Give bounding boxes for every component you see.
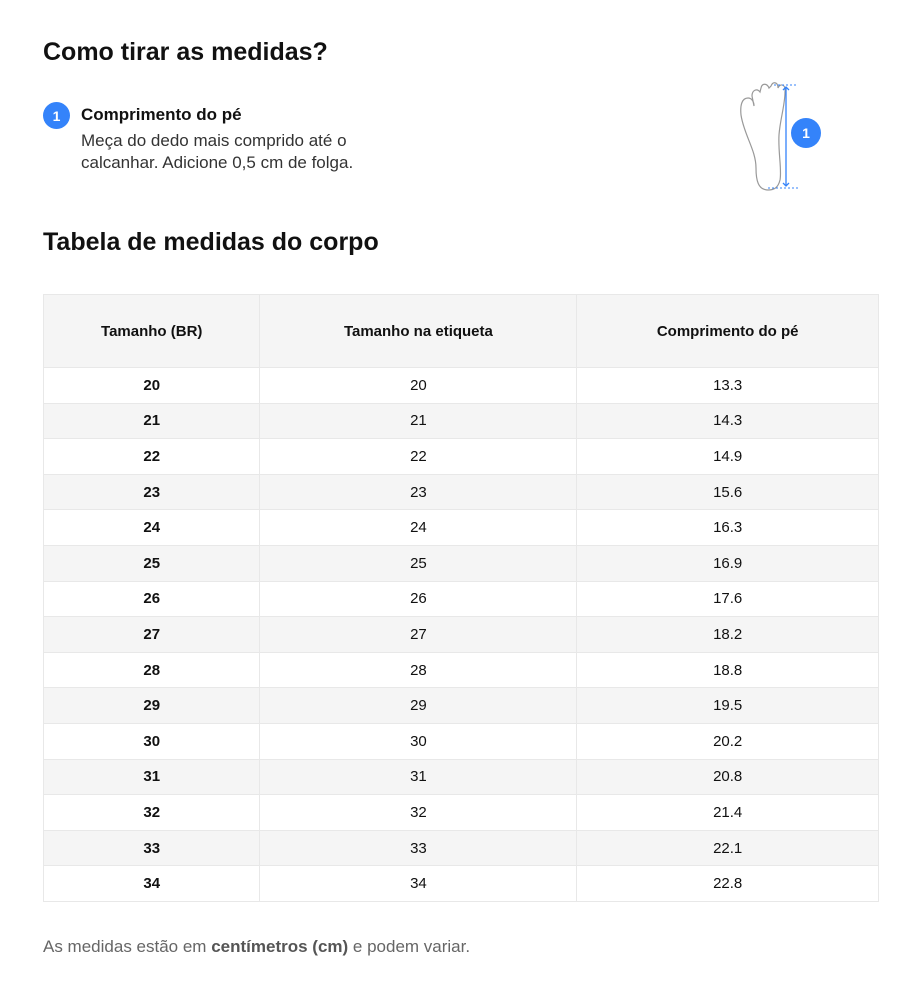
page-title: Como tirar as medidas?	[43, 38, 328, 66]
cell-label-size: 33	[259, 829, 578, 867]
step-description: Meça do dedo mais comprido até o calcanh…	[81, 131, 354, 172]
table-row: 27 27 18.2	[42, 616, 879, 653]
cell-label-size: 28	[259, 651, 578, 689]
foot-measure-illustration: 1	[730, 80, 830, 200]
size-table: Tamanho (BR) Tamanho na etiqueta Comprim…	[42, 294, 879, 902]
step-foot-length: 1 Comprimento do pé Meça do dedo mais co…	[43, 102, 401, 174]
header-foot-length: Comprimento do pé	[576, 294, 879, 368]
cell-foot-length: 20.2	[576, 722, 879, 760]
note-units: centímetros (cm)	[211, 937, 349, 956]
cell-label-size: 20	[259, 367, 578, 404]
cell-size-br: 31	[42, 758, 261, 796]
table-row: 28 28 18.8	[42, 651, 879, 689]
cell-label-size: 22	[259, 438, 578, 475]
cell-size-br: 24	[42, 509, 261, 546]
note-text: As medidas estão em	[43, 937, 212, 956]
cell-label-size: 31	[259, 758, 578, 796]
table-row: 26 26 17.6	[42, 580, 879, 618]
note-text-end: e podem variar.	[348, 937, 471, 956]
cell-label-size: 27	[259, 616, 578, 653]
table-row: 25 25 16.9	[42, 544, 879, 582]
cell-foot-length: 16.9	[576, 544, 879, 582]
cell-size-br: 32	[42, 794, 261, 831]
cell-foot-length: 19.5	[576, 687, 879, 724]
cell-size-br: 20	[42, 367, 261, 404]
cell-size-br: 26	[42, 580, 261, 618]
table-row: 34 34 22.8	[42, 865, 879, 902]
cell-foot-length: 13.3	[576, 367, 879, 404]
cell-foot-length: 18.2	[576, 616, 879, 653]
table-row: 21 21 14.3	[42, 402, 879, 440]
cell-size-br: 22	[42, 438, 261, 475]
table-row: 33 33 22.1	[42, 829, 879, 867]
cell-foot-length: 21.4	[576, 794, 879, 831]
table-row: 20 20 13.3	[42, 367, 879, 404]
cell-size-br: 30	[42, 722, 261, 760]
table-row: 24 24 16.3	[42, 509, 879, 546]
cell-foot-length: 17.6	[576, 580, 879, 618]
cell-foot-length: 22.1	[576, 829, 879, 867]
cell-size-br: 34	[42, 865, 261, 902]
cell-size-br: 29	[42, 687, 261, 724]
step-number-badge: 1	[43, 102, 70, 129]
cell-foot-length: 15.6	[576, 473, 879, 511]
units-note: As medidas estão em centímetros (cm) e p…	[43, 937, 470, 957]
table-title: Tabela de medidas do corpo	[43, 228, 379, 256]
foot-icon	[740, 82, 798, 191]
cell-size-br: 28	[42, 651, 261, 689]
cell-size-br: 21	[42, 402, 261, 440]
cell-size-br: 25	[42, 544, 261, 582]
header-label-size: Tamanho na etiqueta	[259, 294, 578, 368]
cell-label-size: 34	[259, 865, 578, 902]
cell-size-br: 33	[42, 829, 261, 867]
table-row: 30 30 20.2	[42, 722, 879, 760]
cell-label-size: 23	[259, 473, 578, 511]
header-size-br: Tamanho (BR)	[42, 294, 261, 368]
table-row: 31 31 20.8	[42, 758, 879, 796]
cell-label-size: 30	[259, 722, 578, 760]
table-row: 29 29 19.5	[42, 687, 879, 724]
cell-label-size: 26	[259, 580, 578, 618]
cell-foot-length: 22.8	[576, 865, 879, 902]
cell-label-size: 21	[259, 402, 578, 440]
cell-foot-length: 14.3	[576, 402, 879, 440]
cell-size-br: 27	[42, 616, 261, 653]
cell-size-br: 23	[42, 473, 261, 511]
cell-label-size: 29	[259, 687, 578, 724]
cell-label-size: 32	[259, 794, 578, 831]
table-row: 22 22 14.9	[42, 438, 879, 475]
cell-label-size: 24	[259, 509, 578, 546]
cell-foot-length: 16.3	[576, 509, 879, 546]
cell-foot-length: 20.8	[576, 758, 879, 796]
cell-foot-length: 18.8	[576, 651, 879, 689]
illustration-badge: 1	[791, 118, 821, 148]
cell-foot-length: 14.9	[576, 438, 879, 475]
cell-label-size: 25	[259, 544, 578, 582]
step-title: Comprimento do pé	[81, 105, 242, 124]
table-row: 32 32 21.4	[42, 794, 879, 831]
table-row: 23 23 15.6	[42, 473, 879, 511]
